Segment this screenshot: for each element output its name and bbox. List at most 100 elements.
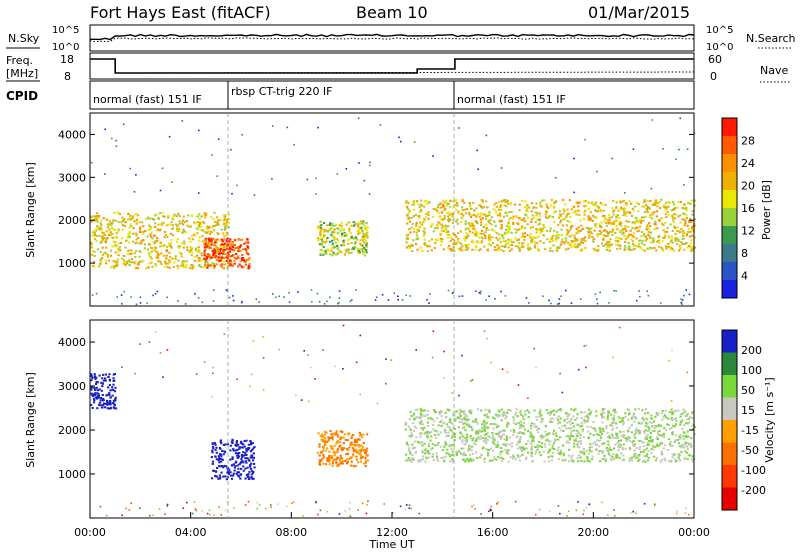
beam-label: Beam 10 bbox=[356, 3, 428, 22]
power-cell-450 bbox=[181, 260, 184, 263]
power-sparse-2541 bbox=[159, 189, 162, 192]
power-cell-1905 bbox=[406, 207, 410, 210]
velocity-cell-285 bbox=[242, 465, 245, 468]
velocity-cell-1507 bbox=[635, 417, 638, 419]
power-cell-209 bbox=[217, 233, 220, 236]
power-cell-1816 bbox=[475, 220, 478, 223]
velocity-cell-264 bbox=[212, 469, 215, 472]
velocity-cell-1590 bbox=[572, 435, 575, 438]
power-cell-1147 bbox=[646, 211, 649, 214]
power-sparse-2523 bbox=[133, 191, 136, 193]
velocity-sparse-2030 bbox=[561, 391, 564, 394]
power-cell-2473 bbox=[464, 239, 467, 242]
power-cell-270 bbox=[101, 246, 104, 249]
power-cell-417 bbox=[138, 231, 141, 233]
power-cell-2223 bbox=[487, 228, 491, 231]
velocity-cell-366 bbox=[357, 461, 360, 464]
velocity-cell-1748 bbox=[533, 423, 536, 425]
power-cell-1891 bbox=[493, 249, 496, 251]
power-cell-807 bbox=[237, 250, 240, 253]
power-cell-148 bbox=[224, 227, 227, 230]
velocity-cell-1739 bbox=[483, 428, 486, 431]
power-sparse-2510 bbox=[400, 140, 402, 143]
power-sparse-2580 bbox=[413, 141, 416, 143]
power-cell-2050 bbox=[566, 212, 569, 215]
power-cell-1599 bbox=[689, 245, 692, 248]
power-cell-1495 bbox=[443, 217, 446, 220]
power-cell-1106 bbox=[336, 247, 339, 250]
power-sparse-2634 bbox=[461, 295, 464, 297]
velocity-cell-1485 bbox=[634, 429, 637, 432]
power-cell-1064 bbox=[323, 229, 326, 232]
velocity-cell-867 bbox=[512, 454, 515, 457]
velocity-cell-1937 bbox=[586, 459, 590, 462]
velocity-cell-1339 bbox=[659, 424, 663, 427]
power-cell-2386 bbox=[530, 226, 533, 229]
velocity-cell-167 bbox=[231, 456, 234, 459]
velocity-cell-1125 bbox=[674, 434, 678, 437]
velocity-cell-1637 bbox=[541, 442, 544, 445]
power-cell-1918 bbox=[604, 235, 607, 238]
velocity-cell-1434 bbox=[607, 411, 610, 414]
velocity-cell-1193 bbox=[510, 429, 513, 432]
power-cell-1761 bbox=[475, 246, 478, 248]
velocity-sparse-2104 bbox=[506, 371, 509, 374]
power-cell-1050 bbox=[347, 249, 350, 252]
power-cell-1642 bbox=[464, 236, 467, 239]
velocity-cell-697 bbox=[621, 417, 624, 420]
power-cell-1661 bbox=[658, 200, 661, 203]
power-cell-1178 bbox=[447, 233, 451, 236]
velocity-cell-35 bbox=[101, 394, 104, 396]
velocity-cell-1515 bbox=[661, 409, 664, 412]
velocity-cell-1298 bbox=[612, 447, 616, 450]
power-cell-1066 bbox=[326, 229, 329, 232]
velocity-cell-496 bbox=[331, 460, 334, 463]
velocity-cell-401 bbox=[331, 462, 334, 465]
velocity-cell-1419 bbox=[497, 409, 501, 412]
velocity-cell-1646 bbox=[411, 434, 414, 437]
velocity-cell-748 bbox=[575, 433, 578, 436]
power-cell-2348 bbox=[464, 220, 467, 223]
power-cell-44 bbox=[97, 228, 100, 231]
velocity-cell-37 bbox=[106, 393, 109, 396]
velocity-cell-1089 bbox=[421, 440, 424, 443]
power-cell-468 bbox=[199, 259, 203, 262]
power-cell-1160 bbox=[416, 228, 419, 231]
power-cell-1070 bbox=[360, 226, 363, 229]
power-cell-1230 bbox=[599, 209, 602, 212]
power-cell-1272 bbox=[593, 249, 596, 252]
power-cell-1269 bbox=[583, 211, 586, 214]
power-cell-2136 bbox=[412, 239, 415, 242]
velocity-cell-1681 bbox=[668, 459, 671, 462]
power-sparse-2638 bbox=[681, 299, 684, 301]
velocity-cell-61 bbox=[111, 394, 114, 397]
power-sparse-2547 bbox=[369, 164, 371, 167]
power-cell-617 bbox=[178, 222, 181, 225]
velocity-cell-334 bbox=[366, 433, 369, 436]
power-cell-531 bbox=[123, 259, 126, 262]
velocity-cell-1662 bbox=[451, 434, 454, 437]
power-cell-476 bbox=[95, 218, 98, 221]
power-cell-1983 bbox=[417, 229, 420, 232]
power-cell-637 bbox=[98, 226, 101, 229]
velocity-cell-1331 bbox=[593, 441, 597, 444]
velocity-cell-1205 bbox=[463, 426, 466, 429]
power-cell-515 bbox=[197, 215, 200, 218]
velocity-cell-1623 bbox=[411, 457, 414, 460]
velocity-cell-1656 bbox=[606, 432, 609, 435]
velocity-sparse-2040 bbox=[162, 376, 164, 378]
velocity-cell-1597 bbox=[565, 412, 568, 414]
power-cell-374 bbox=[200, 228, 203, 231]
power-cell-2469 bbox=[505, 205, 508, 208]
velocity-cell-1806 bbox=[468, 410, 471, 413]
power-cell-2189 bbox=[495, 232, 498, 234]
power-cell-2215 bbox=[447, 230, 450, 233]
power-sparse-2613 bbox=[231, 192, 233, 195]
power-cell-292 bbox=[112, 219, 115, 222]
power-cell-1361 bbox=[568, 229, 571, 232]
power-cell-827 bbox=[237, 238, 240, 241]
power-cell-48 bbox=[121, 224, 125, 227]
power-cell-269 bbox=[145, 267, 148, 270]
velocity-sparse-1959 bbox=[613, 509, 615, 511]
velocity-cell-523 bbox=[361, 446, 364, 449]
